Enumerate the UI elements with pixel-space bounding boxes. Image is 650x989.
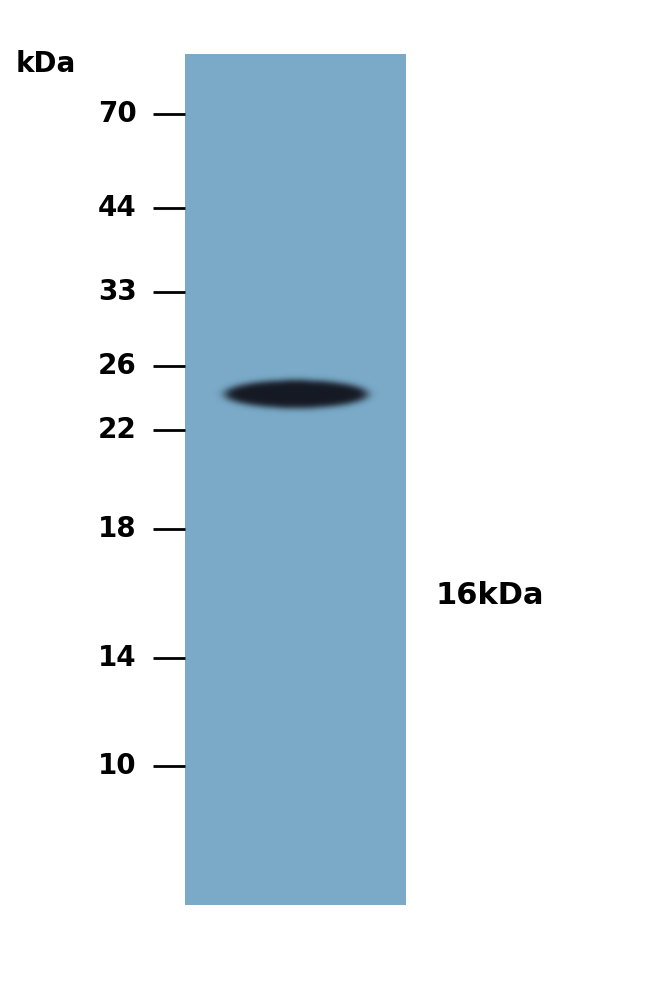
Text: 44: 44 bbox=[98, 194, 136, 222]
Text: 26: 26 bbox=[98, 352, 136, 380]
Text: 16kDa: 16kDa bbox=[436, 581, 544, 610]
Text: 33: 33 bbox=[98, 278, 136, 306]
Text: kDa: kDa bbox=[16, 50, 75, 78]
Text: 10: 10 bbox=[98, 753, 136, 780]
Text: 70: 70 bbox=[98, 100, 136, 128]
Bar bbox=[185, 54, 406, 905]
Text: 22: 22 bbox=[98, 416, 136, 444]
Text: 14: 14 bbox=[98, 644, 136, 672]
Text: 18: 18 bbox=[98, 515, 136, 543]
